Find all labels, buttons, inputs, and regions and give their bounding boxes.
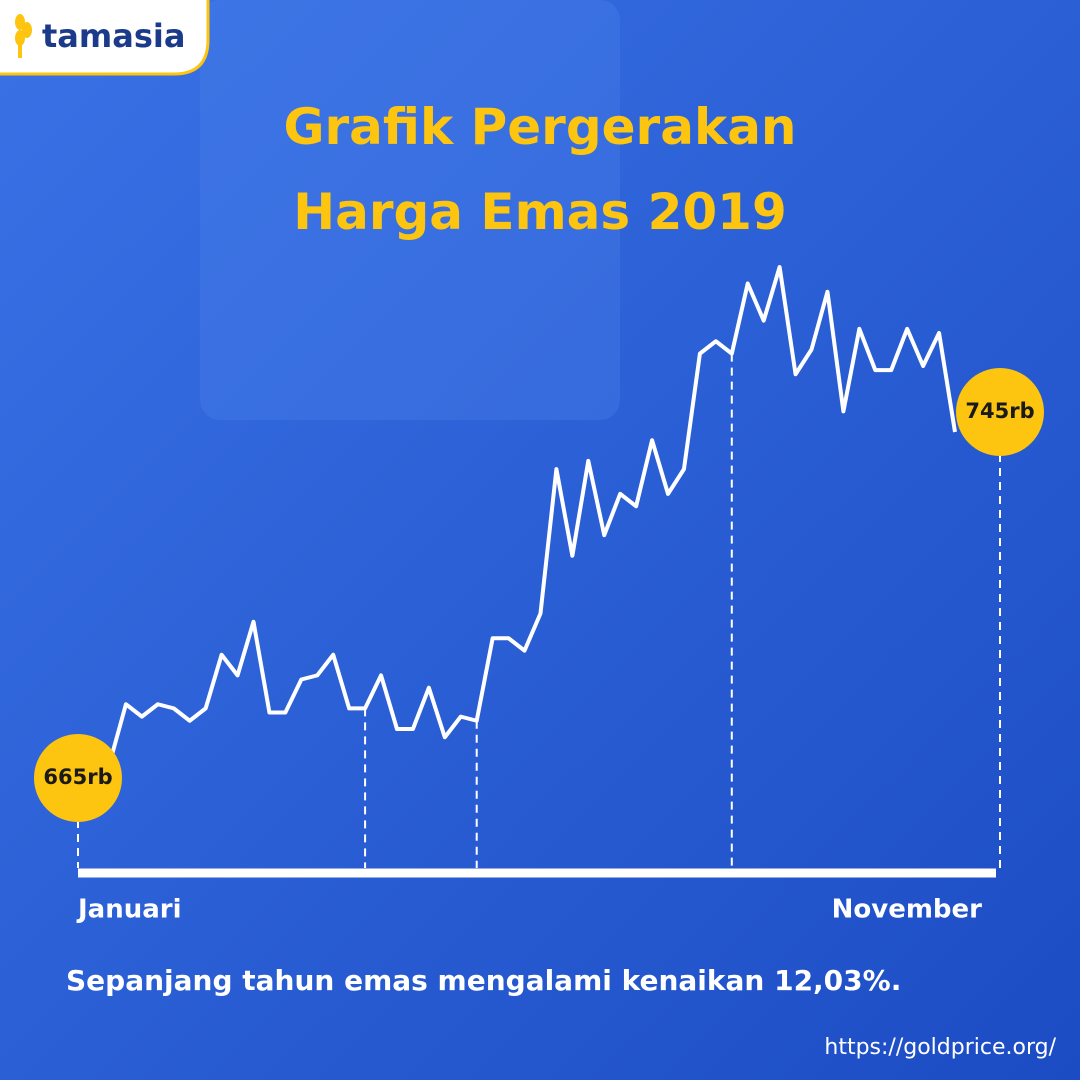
x-label: Januari [76, 895, 182, 925]
logo-box [0, 0, 210, 76]
monitor-bg [200, 0, 620, 420]
source: https://goldprice.org/ [824, 1035, 1056, 1060]
value-label: 745rb [965, 399, 1034, 423]
logo-icon [15, 14, 32, 58]
value-marker [956, 368, 1044, 456]
chart-title: Grafik Pergerakan Harga Emas 2019 [283, 98, 796, 241]
x-label: November [832, 895, 983, 925]
logo-text: tamasia [42, 17, 185, 55]
note: Sepanjang tahun emas mengalami kenaikan … [66, 964, 901, 997]
value-marker [34, 734, 122, 822]
value-label: 665rb [43, 765, 112, 789]
price-line [108, 265, 957, 763]
